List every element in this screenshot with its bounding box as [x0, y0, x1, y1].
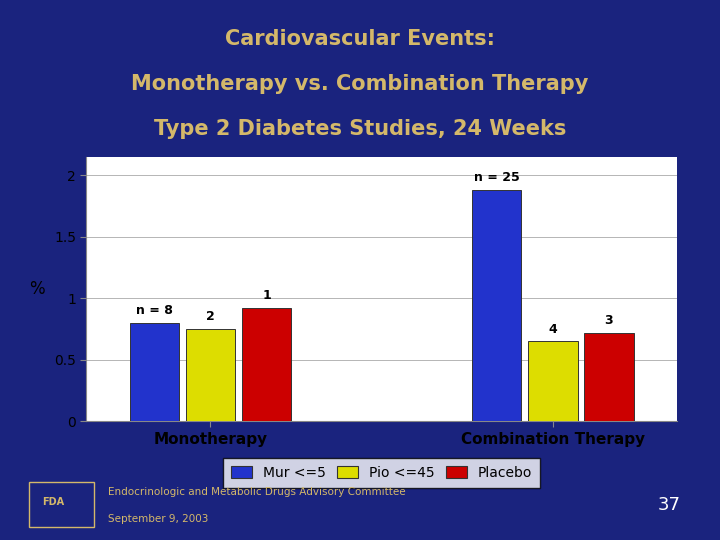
- Bar: [130, 323, 179, 421]
- Bar: [186, 329, 235, 421]
- Bar: [242, 308, 291, 421]
- Text: Type 2 Diabetes Studies, 24 Weeks: Type 2 Diabetes Studies, 24 Weeks: [154, 119, 566, 139]
- Text: Monotherapy vs. Combination Therapy: Monotherapy vs. Combination Therapy: [131, 74, 589, 94]
- Text: 2: 2: [206, 310, 215, 323]
- Text: September 9, 2003: September 9, 2003: [108, 514, 208, 524]
- Bar: [584, 333, 634, 421]
- Text: 4: 4: [549, 323, 557, 336]
- Text: 3: 3: [605, 314, 613, 327]
- Text: 37: 37: [658, 496, 681, 514]
- Bar: [472, 190, 521, 421]
- Text: n = 25: n = 25: [474, 171, 520, 184]
- Text: FDA: FDA: [42, 497, 65, 507]
- Y-axis label: %: %: [30, 280, 45, 298]
- Text: 1: 1: [262, 289, 271, 302]
- Text: n = 8: n = 8: [136, 304, 173, 317]
- Legend: Mur <=5, Pio <=45, Placebo: Mur <=5, Pio <=45, Placebo: [222, 458, 541, 488]
- Bar: [29, 482, 94, 528]
- Bar: [528, 341, 577, 421]
- Text: Endocrinologic and Metabolic Drugs Advisory Committee: Endocrinologic and Metabolic Drugs Advis…: [108, 487, 405, 497]
- Text: Cardiovascular Events:: Cardiovascular Events:: [225, 29, 495, 49]
